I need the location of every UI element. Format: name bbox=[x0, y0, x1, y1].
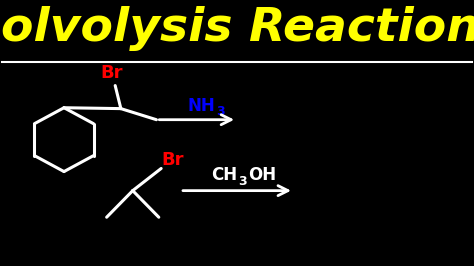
Text: 3: 3 bbox=[217, 105, 225, 118]
Text: NH: NH bbox=[187, 97, 215, 115]
Text: CH: CH bbox=[211, 166, 237, 184]
Text: Br: Br bbox=[100, 64, 123, 82]
Text: Br: Br bbox=[162, 151, 184, 169]
Text: 3: 3 bbox=[238, 175, 247, 188]
Text: OH: OH bbox=[248, 166, 276, 184]
Text: Solvolysis Reactions: Solvolysis Reactions bbox=[0, 6, 474, 51]
